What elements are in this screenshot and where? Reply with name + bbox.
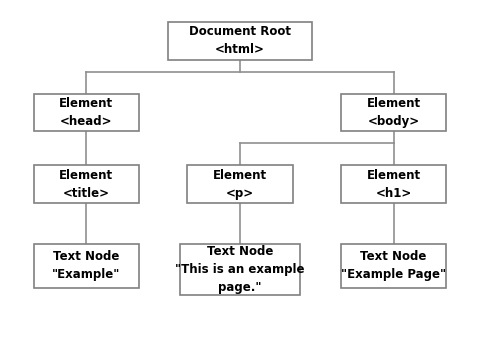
Text: Text Node
"Example": Text Node "Example" xyxy=(52,251,120,281)
Text: Element
<body>: Element <body> xyxy=(367,97,420,128)
FancyBboxPatch shape xyxy=(341,165,446,203)
FancyBboxPatch shape xyxy=(341,94,446,131)
Text: Element
<h1>: Element <h1> xyxy=(367,169,420,199)
FancyBboxPatch shape xyxy=(341,244,446,288)
Text: Element
<p>: Element <p> xyxy=(213,169,267,199)
Text: Element
<title>: Element <title> xyxy=(60,169,113,199)
FancyBboxPatch shape xyxy=(34,244,139,288)
Text: Document Root
<html>: Document Root <html> xyxy=(189,26,291,56)
FancyBboxPatch shape xyxy=(34,165,139,203)
FancyBboxPatch shape xyxy=(187,165,293,203)
FancyBboxPatch shape xyxy=(180,244,300,295)
FancyBboxPatch shape xyxy=(34,94,139,131)
Text: Element
<head>: Element <head> xyxy=(60,97,113,128)
FancyBboxPatch shape xyxy=(168,22,312,60)
Text: Text Node
"Example Page": Text Node "Example Page" xyxy=(341,251,446,281)
Text: Text Node
"This is an example
page.": Text Node "This is an example page." xyxy=(175,245,305,294)
